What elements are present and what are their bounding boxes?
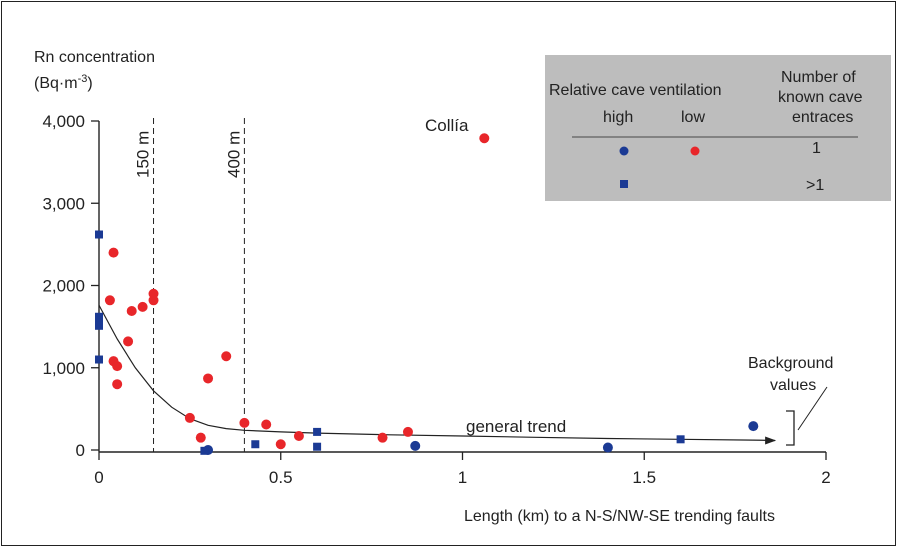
legend-entrances-header-3: entraces (792, 109, 853, 126)
data-point-square (200, 446, 209, 455)
data-point-circle (261, 419, 272, 430)
data-point-circle (126, 305, 137, 316)
legend-row1-count: 1 (812, 140, 821, 157)
data-point-circle (184, 412, 195, 423)
y-tick-label: 4,000 (42, 112, 85, 131)
y-axis-label-superscript: -3 (78, 73, 88, 85)
data-point-circle (221, 351, 232, 362)
legend-entrances-header-2: known cave (778, 89, 863, 106)
data-point-circle (108, 247, 119, 258)
data-point-circle (377, 432, 388, 443)
x-tick-label: 0.5 (269, 468, 293, 487)
data-point-circle (104, 295, 115, 306)
y-axis-label-line2: (Bq·m-3) (34, 73, 93, 92)
data-point-circle (239, 417, 250, 428)
data-point-circle (195, 432, 206, 443)
trend-line: general trend (98, 304, 777, 445)
background-bracket (786, 410, 795, 446)
data-point-circle (112, 361, 123, 372)
legend-blue-square-marker (620, 180, 628, 188)
x-tick-label: 2 (821, 468, 830, 487)
legend-high-label: high (603, 109, 633, 126)
data-point-square (313, 427, 322, 436)
data-point-circle (402, 426, 413, 437)
reference-line-label: 150 m (134, 131, 153, 178)
data-point-square (95, 355, 103, 364)
legend-background (545, 55, 891, 201)
y-tick-label: 1,000 (42, 359, 85, 378)
reference-line-label: 400 m (224, 131, 243, 178)
legend-entrances-header-1: Number of (781, 69, 856, 86)
data-point-square (676, 435, 685, 444)
data-point-circle (293, 431, 304, 442)
data-point-circle (123, 336, 134, 347)
data-point-square (251, 440, 260, 449)
background-annotation-line1: Background (748, 355, 833, 372)
y-axis-label-line1: Rn concentration (34, 49, 155, 66)
legend: Relative cave ventilation Number of know… (545, 55, 891, 201)
background-leader-line (797, 386, 828, 431)
y-tick-label: 2,000 (42, 277, 85, 296)
legend-ventilation-header: Relative cave ventilation (549, 82, 722, 99)
trend-label: general trend (466, 417, 566, 436)
y-tick-label: 0 (76, 441, 85, 460)
data-point-circle (602, 442, 613, 453)
data-point-square (95, 321, 103, 330)
trend-curve (98, 304, 776, 442)
y-axis-label-base: (Bq·m (34, 75, 78, 92)
data-point-circle (275, 439, 286, 450)
x-tick-label: 1.5 (632, 468, 656, 487)
data-point-circle (137, 301, 148, 312)
axis-ticks: 0 1,000 2,000 3,000 4,000 0 0.5 1 1.5 2 (42, 112, 830, 487)
data-point-square (313, 442, 322, 451)
legend-red-circle-marker (690, 146, 700, 156)
trend-arrowhead (765, 436, 777, 445)
x-axis-label: Length (km) to a N-S/NW-SE trending faul… (464, 508, 775, 525)
x-tick-label: 1 (458, 468, 467, 487)
data-point-circle (203, 373, 214, 384)
data-point-square (95, 316, 103, 325)
y-tick-label: 3,000 (42, 194, 85, 213)
legend-row2-count: >1 (806, 177, 824, 194)
legend-blue-circle-marker (619, 146, 629, 156)
data-point-circle (410, 440, 421, 451)
x-tick-label: 0 (94, 468, 103, 487)
data-point-square (95, 312, 103, 321)
y-axis-label-end: ) (87, 75, 92, 92)
data-point-circle (112, 379, 123, 390)
data-points (95, 133, 759, 455)
data-point-square (95, 230, 103, 239)
data-point-circle (479, 133, 490, 144)
background-annotation-line2: values (770, 377, 816, 394)
collia-annotation: Collía (425, 116, 469, 135)
reference-lines: 150 m 400 m (134, 118, 245, 452)
legend-low-label: low (681, 109, 705, 126)
data-point-circle (148, 295, 159, 306)
data-point-circle (748, 421, 759, 432)
